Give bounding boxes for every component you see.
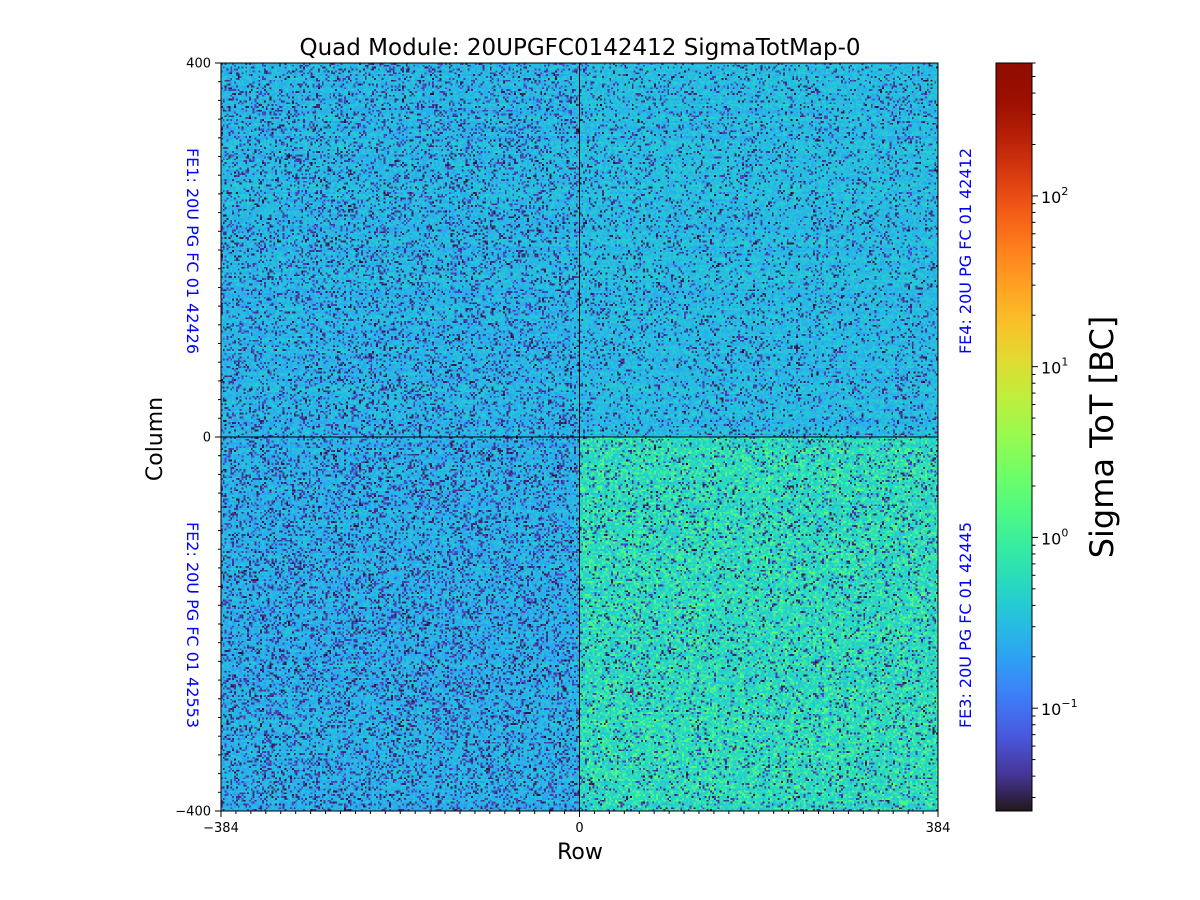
colorbar: [995, 62, 1033, 812]
fe2-label: FE2: 20U PG FC 01 42553: [183, 522, 202, 728]
y-axis-ticks: 400 0 −400: [175, 57, 221, 820]
x-axis-ticks: −384 0 384: [203, 811, 950, 836]
y-tick-label: −400: [175, 805, 211, 820]
colorbar-tick-label: 102: [1041, 185, 1068, 207]
x-tick-label: 384: [926, 821, 951, 836]
fe4-label: FE4: 20U PG FC 01 42412: [956, 148, 975, 354]
heatmap-plot-area[interactable]: [220, 62, 939, 812]
chart-title: Quad Module: 20UPGFC0142412 SigmaTotMap-…: [300, 35, 861, 61]
colorbar-label: Sigma ToT [BC]: [1083, 316, 1121, 559]
fe1-label: FE1: 20U PG FC 01 42426: [183, 148, 202, 354]
fe3-label: FE3: 20U PG FC 01 42445: [956, 522, 975, 728]
x-tick-label: −384: [203, 821, 239, 836]
colorbar-ticks: 10−1 100 101 102: [1032, 62, 1078, 798]
y-axis-label: Column: [143, 397, 168, 481]
x-axis-label: Row: [557, 840, 603, 865]
colorbar-tick-label: 100: [1041, 526, 1068, 548]
x-tick-label: 0: [575, 821, 583, 836]
y-tick-label: 0: [203, 431, 211, 446]
y-tick-label: 400: [186, 57, 211, 72]
colorbar-tick-label: 101: [1041, 356, 1068, 378]
colorbar-tick-label: 10−1: [1041, 697, 1078, 719]
